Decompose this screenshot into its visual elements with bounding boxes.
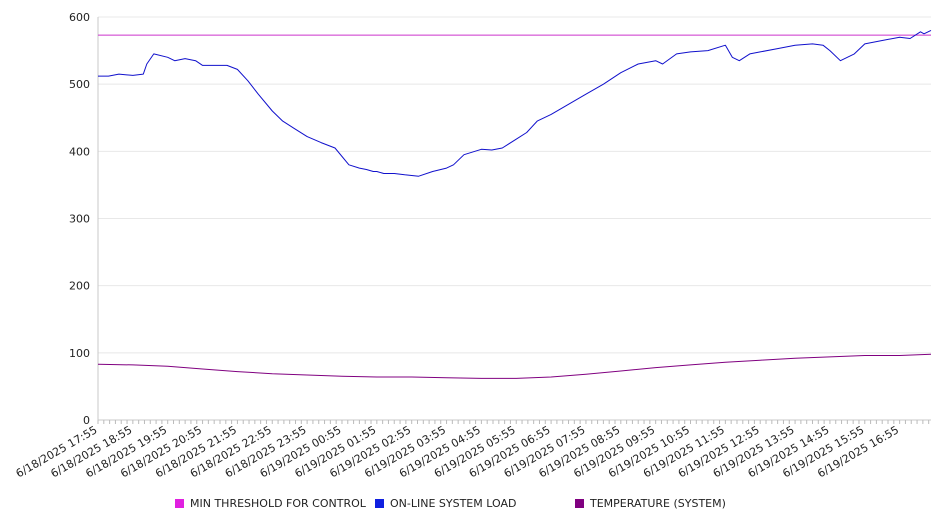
legend-swatch-icon xyxy=(575,499,584,508)
series-line-1 xyxy=(98,29,932,177)
y-tick-label: 300 xyxy=(69,213,90,226)
y-tick-label: 200 xyxy=(69,280,90,293)
legend-label: ON-LINE SYSTEM LOAD xyxy=(390,497,517,510)
legend: MIN THRESHOLD FOR CONTROL ON-LINE SYSTEM… xyxy=(0,497,946,515)
series-line-2 xyxy=(97,353,932,379)
grid-lines xyxy=(98,16,931,421)
legend-item-system-load: ON-LINE SYSTEM LOAD xyxy=(375,497,516,510)
y-tick-label: 0 xyxy=(83,414,90,427)
legend-label: TEMPERATURE (SYSTEM) xyxy=(590,497,726,510)
y-tick-label: 600 xyxy=(69,11,90,24)
legend-item-min-threshold: MIN THRESHOLD FOR CONTROL xyxy=(175,497,366,510)
y-tick-label: 400 xyxy=(69,145,90,158)
y-tick-labels: 0 100 200 300 400 500 600 xyxy=(69,11,90,427)
x-tick-labels: 6/18/2025 17:556/18/2025 18:556/18/2025 … xyxy=(14,423,901,480)
legend-item-temperature: TEMPERATURE (SYSTEM) xyxy=(575,497,726,510)
legend-label: MIN THRESHOLD FOR CONTROL xyxy=(190,497,366,510)
y-tick-label: 100 xyxy=(69,347,90,360)
y-tick-label: 500 xyxy=(69,78,90,91)
series-lines xyxy=(97,29,932,379)
legend-swatch-icon xyxy=(175,499,184,508)
axes xyxy=(97,17,931,424)
legend-swatch-icon xyxy=(375,499,384,508)
